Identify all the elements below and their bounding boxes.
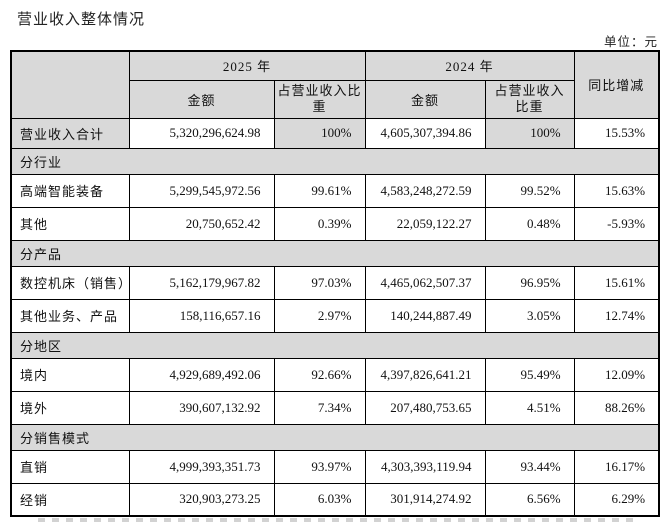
amount-2025: 320,903,273.25 — [128, 482, 275, 517]
table-row: 境外 390,607,132.92 7.34% 207,480,753.65 4… — [10, 390, 660, 425]
amount-2025: 4,999,393,351.73 — [128, 449, 275, 484]
pct-2024: 93.44% — [484, 449, 575, 484]
header-subrow: 金额 占营业收入比 重 金额 占营业收入 比重 — [11, 79, 659, 119]
pct-2024: 99.52% — [484, 173, 575, 208]
pct-2024: 6.56% — [484, 482, 575, 517]
section-label: 分地区 — [10, 331, 660, 359]
pct-2025: 99.61% — [273, 173, 366, 208]
header-yoy: 同比增减 — [573, 50, 660, 119]
amount-2025: 5,162,179,967.82 — [128, 265, 275, 300]
pct-2025: 6.03% — [273, 482, 366, 517]
yoy-value: 6.29% — [573, 482, 660, 517]
pct-2025: 2.97% — [273, 298, 366, 333]
yoy-value: 15.53% — [573, 117, 660, 149]
pct-2024: 0.48% — [484, 206, 575, 241]
section-label: 分行业 — [10, 147, 660, 175]
amount-2025: 5,320,296,624.98 — [128, 117, 275, 149]
pct-2025: 7.34% — [273, 390, 366, 425]
amount-2024: 301,914,274.92 — [364, 482, 486, 517]
pct-2024: 100% — [484, 117, 575, 149]
yoy-value: 16.17% — [573, 449, 660, 484]
row-label: 数控机床（销售） — [10, 265, 130, 300]
amount-2024: 22,059,122.27 — [364, 206, 486, 241]
header-amount-2024: 金额 — [364, 79, 486, 119]
section-label: 分销售模式 — [10, 423, 660, 451]
table-row: 高端智能装备 5,299,545,972.56 99.61% 4,583,248… — [10, 173, 660, 208]
yoy-value: 15.63% — [573, 173, 660, 208]
table-row: 经销 320,903,273.25 6.03% 301,914,274.92 6… — [10, 482, 660, 517]
pct-2025: 97.03% — [273, 265, 366, 300]
header-empty-cell — [10, 50, 130, 119]
unit-label: 单位：元 — [603, 35, 658, 49]
header-amount-2025: 金额 — [128, 79, 275, 119]
amount-2025: 5,299,545,972.56 — [128, 173, 275, 208]
section-row-industry: 分行业 — [10, 147, 660, 175]
section-row-sales-model: 分销售模式 — [10, 423, 660, 451]
revenue-table: 2025 年 2024 年 同比增减 金额 占营业收入比 重 金额 占营业收入 … — [10, 50, 661, 517]
yoy-value: 12.09% — [573, 357, 660, 392]
table-row: 境内 4,929,689,492.06 92.66% 4,397,826,641… — [10, 357, 660, 392]
amount-2024: 4,303,393,119.94 — [364, 449, 486, 484]
amount-2024: 207,480,753.65 — [364, 390, 486, 425]
amount-2025: 20,750,652.42 — [128, 206, 275, 241]
section-row-product: 分产品 — [10, 239, 660, 267]
header-year-2025: 2025 年 — [128, 50, 366, 81]
clipped-text-remnant — [38, 518, 638, 522]
yoy-value: 15.61% — [573, 265, 660, 300]
amount-2024: 4,465,062,507.37 — [364, 265, 486, 300]
amount-2024: 4,397,826,641.21 — [364, 357, 486, 392]
amount-2025: 158,116,657.16 — [128, 298, 275, 333]
pct-2025: 0.39% — [273, 206, 366, 241]
table-row-total: 营业收入合计 5,320,296,624.98 100% 4,605,307,3… — [10, 117, 660, 149]
row-label: 直销 — [10, 449, 130, 484]
row-label: 其他业务、产品 — [10, 298, 130, 333]
header-year-2024: 2024 年 — [364, 50, 575, 81]
section-label: 分产品 — [10, 239, 660, 267]
amount-2024: 140,244,887.49 — [364, 298, 486, 333]
row-label: 高端智能装备 — [10, 173, 130, 208]
pct-2024: 3.05% — [484, 298, 575, 333]
table-row: 直销 4,999,393,351.73 93.97% 4,303,393,119… — [10, 449, 660, 484]
yoy-value: 88.26% — [573, 390, 660, 425]
row-label: 营业收入合计 — [10, 117, 130, 149]
pct-2024: 95.49% — [484, 357, 575, 392]
table-row: 其他业务、产品 158,116,657.16 2.97% 140,244,887… — [10, 298, 660, 333]
amount-2025: 4,929,689,492.06 — [128, 357, 275, 392]
pct-2025: 93.97% — [273, 449, 366, 484]
header-pct-2024: 占营业收入 比重 — [484, 79, 575, 119]
row-label: 经销 — [10, 482, 130, 517]
row-label: 其他 — [10, 206, 130, 241]
table-row: 数控机床（销售） 5,162,179,967.82 97.03% 4,465,0… — [10, 265, 660, 300]
amount-2024: 4,583,248,272.59 — [364, 173, 486, 208]
pct-2025: 100% — [273, 117, 366, 149]
section-row-region: 分地区 — [10, 331, 660, 359]
row-label: 境内 — [10, 357, 130, 392]
table-row: 其他 20,750,652.42 0.39% 22,059,122.27 0.4… — [10, 206, 660, 241]
header-year-row: 2025 年 2024 年 同比增减 — [10, 50, 660, 119]
pct-2024: 4.51% — [484, 390, 575, 425]
amount-2025: 390,607,132.92 — [128, 390, 275, 425]
header-pct-2025: 占营业收入比 重 — [273, 79, 366, 119]
pct-2025: 92.66% — [273, 357, 366, 392]
yoy-value: 12.74% — [573, 298, 660, 333]
amount-2024: 4,605,307,394.86 — [364, 117, 486, 149]
pct-2024: 96.95% — [484, 265, 575, 300]
row-label: 境外 — [10, 390, 130, 425]
page-title: 营业收入整体情况 — [17, 12, 146, 28]
yoy-value: -5.93% — [573, 206, 660, 241]
